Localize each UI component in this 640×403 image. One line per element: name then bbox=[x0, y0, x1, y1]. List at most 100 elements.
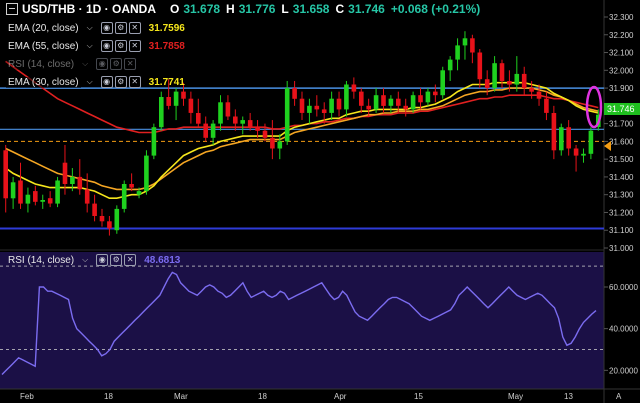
candle-body bbox=[144, 155, 149, 192]
candle bbox=[99, 208, 105, 227]
price-tick-label: 31.300 bbox=[609, 191, 634, 200]
candle bbox=[529, 80, 534, 99]
candle bbox=[144, 150, 149, 195]
candle bbox=[292, 80, 297, 106]
current-price-label: 31.746 bbox=[604, 103, 640, 151]
candle-body bbox=[247, 120, 253, 128]
eye-icon[interactable]: ◉ bbox=[96, 58, 109, 70]
collapse-icon[interactable] bbox=[6, 3, 18, 15]
candle bbox=[121, 180, 127, 213]
candle-body bbox=[196, 113, 201, 124]
indicator-legend-ema30[interactable]: EMA (30, close) ⌵ ◉ ⚙ ✕ 31.7741 bbox=[6, 74, 185, 90]
candle-body bbox=[218, 102, 223, 124]
candle bbox=[440, 66, 445, 99]
candle bbox=[196, 98, 201, 128]
symbol-label[interactable]: USD/THB · 1D · OANDA bbox=[22, 2, 156, 16]
price-tick-label: 32.000 bbox=[609, 66, 634, 75]
indicator-name: EMA (55, close) bbox=[6, 40, 81, 52]
gear-icon[interactable]: ⚙ bbox=[114, 76, 127, 88]
candle-body bbox=[3, 150, 8, 199]
candle bbox=[373, 88, 379, 113]
high-value: 31.776 bbox=[238, 2, 276, 16]
candle-body bbox=[284, 88, 290, 142]
time-tick-label: May bbox=[508, 392, 523, 401]
time-tick-label: Feb bbox=[20, 392, 34, 401]
candle bbox=[233, 109, 238, 131]
candle-body bbox=[203, 123, 208, 138]
candle bbox=[136, 187, 142, 199]
candle-body bbox=[314, 105, 320, 110]
close-icon[interactable]: ✕ bbox=[124, 254, 137, 266]
candle bbox=[536, 84, 542, 106]
indicator-value: 31.7741 bbox=[148, 76, 185, 88]
chevron-down-icon[interactable]: ⌵ bbox=[82, 255, 89, 264]
gear-icon[interactable]: ⚙ bbox=[114, 22, 127, 34]
candle-body bbox=[499, 63, 505, 81]
candle-body bbox=[107, 221, 112, 229]
candle-body bbox=[433, 91, 438, 96]
change-value: +0.068 (+0.21%) bbox=[390, 2, 481, 16]
rsi-series bbox=[0, 265, 604, 375]
candle bbox=[418, 88, 423, 110]
candle bbox=[507, 70, 512, 92]
candle-body bbox=[262, 130, 268, 138]
indicator-legend-ema55[interactable]: EMA (55, close) ⌵ ◉ ⚙ ✕ 31.7858 bbox=[6, 38, 185, 54]
candle-body bbox=[321, 109, 327, 113]
candle-body bbox=[188, 98, 194, 113]
candle bbox=[544, 91, 549, 121]
candle bbox=[351, 77, 357, 99]
candle bbox=[581, 148, 586, 163]
candle-body bbox=[388, 98, 394, 106]
price-tick-label: 31.000 bbox=[609, 244, 634, 253]
candle bbox=[203, 116, 208, 142]
close-icon[interactable]: ✕ bbox=[124, 58, 137, 70]
chevron-down-icon[interactable]: ⌵ bbox=[86, 41, 93, 50]
candle-body bbox=[210, 123, 216, 138]
candle bbox=[499, 59, 505, 89]
indicator-legend-rsi-hidden[interactable]: RSI (14, close) ⌵ ◉ ⚙ ✕ bbox=[6, 56, 137, 72]
candle-body bbox=[307, 105, 312, 113]
indicator-value: 48.6813 bbox=[144, 254, 181, 266]
eye-icon[interactable]: ◉ bbox=[100, 40, 113, 52]
candle bbox=[218, 95, 223, 131]
candle bbox=[299, 91, 305, 121]
price-tick-label: 31.100 bbox=[609, 226, 634, 235]
current-price-tag bbox=[604, 103, 640, 115]
chevron-down-icon[interactable]: ⌵ bbox=[82, 59, 89, 68]
gear-icon[interactable]: ⚙ bbox=[110, 58, 123, 70]
candle-body bbox=[396, 98, 401, 106]
ema-30-line bbox=[5, 87, 599, 191]
gear-icon[interactable]: ⚙ bbox=[110, 254, 123, 266]
candle-body bbox=[359, 91, 364, 106]
candle-body bbox=[566, 127, 571, 149]
chevron-down-icon[interactable]: ⌵ bbox=[86, 77, 93, 86]
eye-icon[interactable]: ◉ bbox=[100, 76, 113, 88]
indicator-value: 31.7858 bbox=[148, 40, 185, 52]
candle-body bbox=[507, 81, 512, 85]
candle bbox=[403, 98, 408, 117]
candle bbox=[3, 144, 8, 213]
candle-body bbox=[70, 176, 75, 184]
candle bbox=[166, 79, 171, 110]
candle-body bbox=[62, 162, 68, 184]
eye-icon[interactable]: ◉ bbox=[96, 254, 109, 266]
candle-body bbox=[492, 63, 497, 89]
close-icon[interactable]: ✕ bbox=[128, 76, 141, 88]
candle bbox=[240, 116, 245, 135]
candle-body bbox=[181, 91, 186, 99]
time-axis: Feb 18 Mar 18 Apr 15 May 13 A bbox=[20, 392, 622, 401]
indicator-name: EMA (20, close) bbox=[6, 22, 81, 34]
indicator-legend-ema20[interactable]: EMA (20, close) ⌵ ◉ ⚙ ✕ 31.7596 bbox=[6, 20, 185, 36]
candle bbox=[107, 216, 112, 236]
chevron-down-icon[interactable]: ⌵ bbox=[86, 23, 93, 32]
current-price-text: 31.746 bbox=[607, 104, 635, 114]
gear-icon[interactable]: ⚙ bbox=[114, 40, 127, 52]
candle bbox=[307, 98, 312, 124]
rsi-legend[interactable]: RSI (14, close) ⌵ ◉ ⚙ ✕ 48.6813 bbox=[6, 252, 180, 268]
eye-icon[interactable]: ◉ bbox=[100, 22, 113, 34]
close-icon[interactable]: ✕ bbox=[128, 22, 141, 34]
price-tick-label: 31.600 bbox=[609, 137, 634, 146]
close-label: C bbox=[335, 2, 345, 16]
close-icon[interactable]: ✕ bbox=[128, 40, 141, 52]
open-value: 31.678 bbox=[183, 2, 221, 16]
